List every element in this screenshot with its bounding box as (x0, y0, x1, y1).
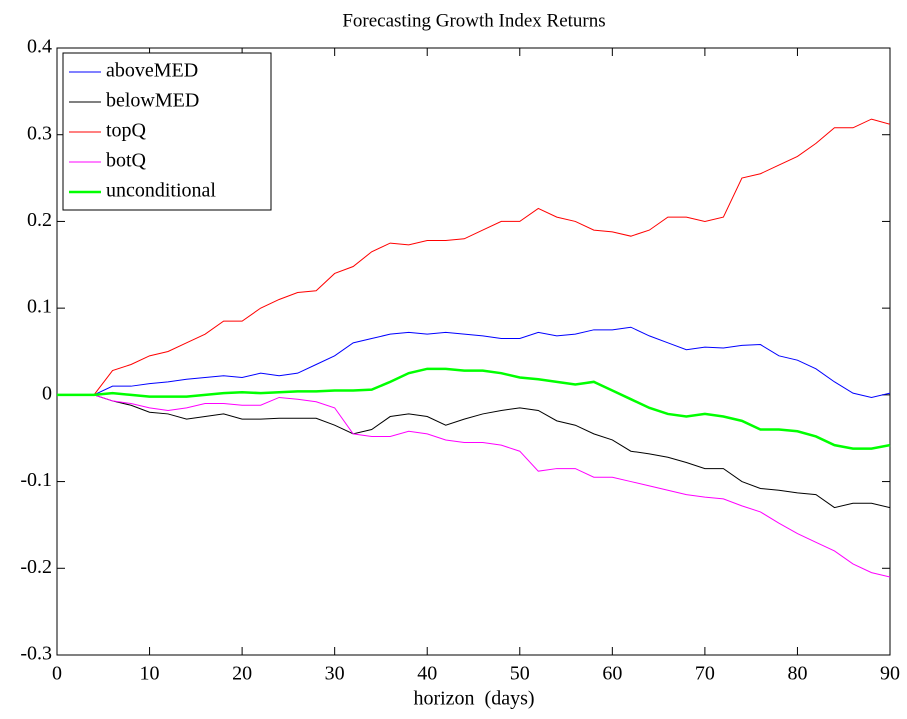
x-tick-label: 0 (52, 663, 62, 685)
x-tick-label: 60 (602, 663, 622, 685)
series-line (57, 367, 891, 450)
legend-label: belowMED (106, 90, 199, 112)
x-tick-label: 20 (232, 663, 252, 685)
series-line (57, 118, 891, 396)
legend-label: unconditional (106, 180, 216, 202)
series-line (57, 394, 891, 578)
x-tick-label: 40 (417, 663, 437, 685)
plot-frame (56, 47, 891, 656)
x-tick-label: 80 (787, 663, 807, 685)
series-line (57, 326, 891, 398)
legend-label: aboveMED (106, 60, 198, 82)
chart-title: Forecasting Growth Index Returns (342, 10, 605, 31)
y-tick-label: 0.1 (27, 296, 52, 318)
y-tick-label: -0.3 (20, 643, 52, 665)
series-line (57, 394, 891, 509)
y-tick-label: 0 (42, 382, 52, 404)
y-tick-label: 0.2 (27, 209, 52, 231)
x-axis-label: horizon (days) (413, 688, 534, 710)
x-tick-label: 30 (325, 663, 345, 685)
legend-label: topQ (106, 120, 147, 142)
y-tick-label: 0.3 (27, 122, 52, 144)
y-tick-label: 0.4 (27, 36, 52, 58)
y-tick-label: -0.2 (20, 556, 52, 578)
y-tick-label: -0.1 (20, 469, 52, 491)
legend-label: botQ (106, 150, 147, 172)
x-tick-label: 50 (510, 663, 530, 685)
x-tick-label: 90 (880, 663, 900, 685)
x-tick-label: 70 (695, 663, 715, 685)
x-tick-label: 10 (140, 663, 160, 685)
